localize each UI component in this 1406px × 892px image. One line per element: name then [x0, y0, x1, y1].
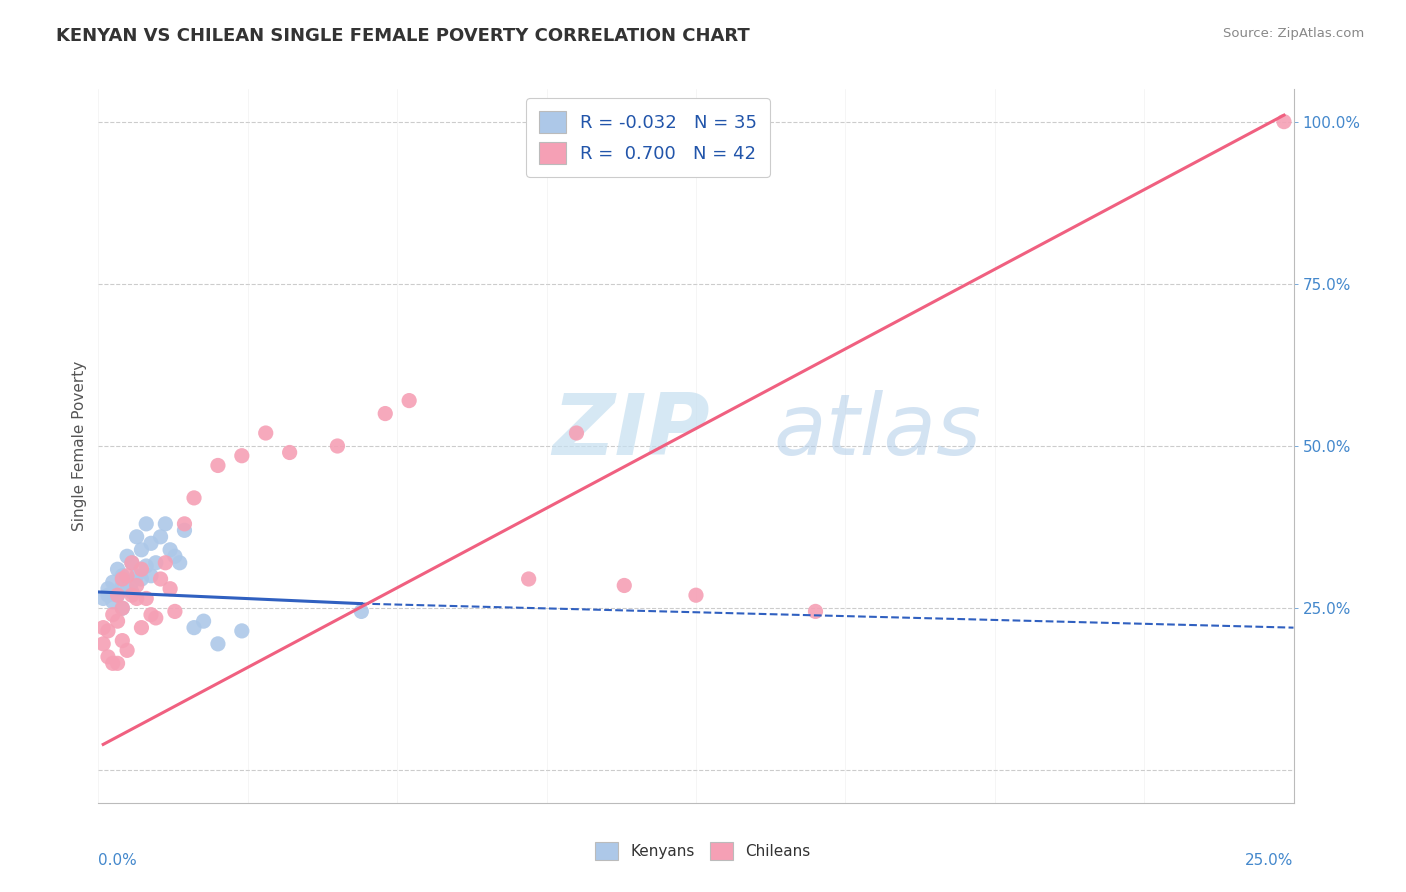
Point — [155, 516, 177, 531]
Point — [121, 575, 143, 590]
Point — [111, 572, 134, 586]
Point — [97, 582, 120, 596]
Point — [139, 536, 162, 550]
Point — [231, 624, 253, 638]
Point — [107, 588, 129, 602]
Text: KENYAN VS CHILEAN SINGLE FEMALE POVERTY CORRELATION CHART: KENYAN VS CHILEAN SINGLE FEMALE POVERTY … — [56, 27, 749, 45]
Point — [101, 607, 124, 622]
Point — [91, 591, 114, 606]
Point — [131, 572, 153, 586]
Point — [107, 614, 129, 628]
Point — [149, 530, 172, 544]
Point — [111, 578, 134, 592]
Point — [107, 562, 129, 576]
Point — [125, 591, 148, 606]
Point — [207, 637, 229, 651]
Point — [97, 588, 120, 602]
Point — [149, 572, 172, 586]
Point — [115, 643, 138, 657]
Point — [145, 556, 167, 570]
Point — [97, 624, 120, 638]
Point — [97, 649, 120, 664]
Point — [326, 439, 349, 453]
Point — [278, 445, 301, 459]
Text: 25.0%: 25.0% — [1246, 853, 1294, 868]
Point — [135, 591, 157, 606]
Legend: R = -0.032   N = 35, R =  0.700   N = 42: R = -0.032 N = 35, R = 0.700 N = 42 — [526, 98, 770, 177]
Text: Source: ZipAtlas.com: Source: ZipAtlas.com — [1223, 27, 1364, 40]
Point — [374, 407, 396, 421]
Point — [183, 491, 205, 505]
Point — [254, 425, 277, 440]
Point — [139, 607, 162, 622]
Point — [121, 556, 143, 570]
Point — [115, 568, 138, 582]
Point — [350, 604, 373, 618]
Point — [91, 637, 114, 651]
Point — [121, 585, 143, 599]
Point — [111, 633, 134, 648]
Point — [613, 578, 636, 592]
Point — [1272, 114, 1295, 128]
Point — [115, 582, 138, 596]
Point — [101, 595, 124, 609]
Point — [115, 549, 138, 564]
Point — [111, 601, 134, 615]
Point — [207, 458, 229, 473]
Point — [169, 556, 191, 570]
Point — [125, 578, 148, 592]
Point — [173, 516, 195, 531]
Point — [159, 542, 181, 557]
Point — [131, 621, 153, 635]
Point — [125, 568, 148, 582]
Y-axis label: Single Female Poverty: Single Female Poverty — [72, 361, 87, 531]
Point — [804, 604, 827, 618]
Legend: Kenyans, Chileans: Kenyans, Chileans — [589, 836, 817, 866]
Text: ZIP: ZIP — [553, 390, 710, 474]
Point — [111, 601, 134, 615]
Text: atlas: atlas — [773, 390, 981, 474]
Point — [183, 621, 205, 635]
Point — [131, 542, 153, 557]
Point — [145, 611, 167, 625]
Point — [565, 425, 588, 440]
Point — [685, 588, 707, 602]
Text: 0.0%: 0.0% — [98, 853, 138, 868]
Point — [135, 516, 157, 531]
Point — [131, 562, 153, 576]
Point — [121, 588, 143, 602]
Point — [163, 549, 186, 564]
Point — [398, 393, 420, 408]
Point — [155, 556, 177, 570]
Point — [101, 657, 124, 671]
Point — [193, 614, 215, 628]
Point — [121, 556, 143, 570]
Point — [107, 588, 129, 602]
Point — [159, 582, 181, 596]
Point — [135, 559, 157, 574]
Point — [101, 575, 124, 590]
Point — [111, 568, 134, 582]
Point — [517, 572, 540, 586]
Point — [139, 568, 162, 582]
Point — [163, 604, 186, 618]
Point — [91, 621, 114, 635]
Point — [125, 530, 148, 544]
Point — [107, 657, 129, 671]
Point — [173, 524, 195, 538]
Point — [231, 449, 253, 463]
